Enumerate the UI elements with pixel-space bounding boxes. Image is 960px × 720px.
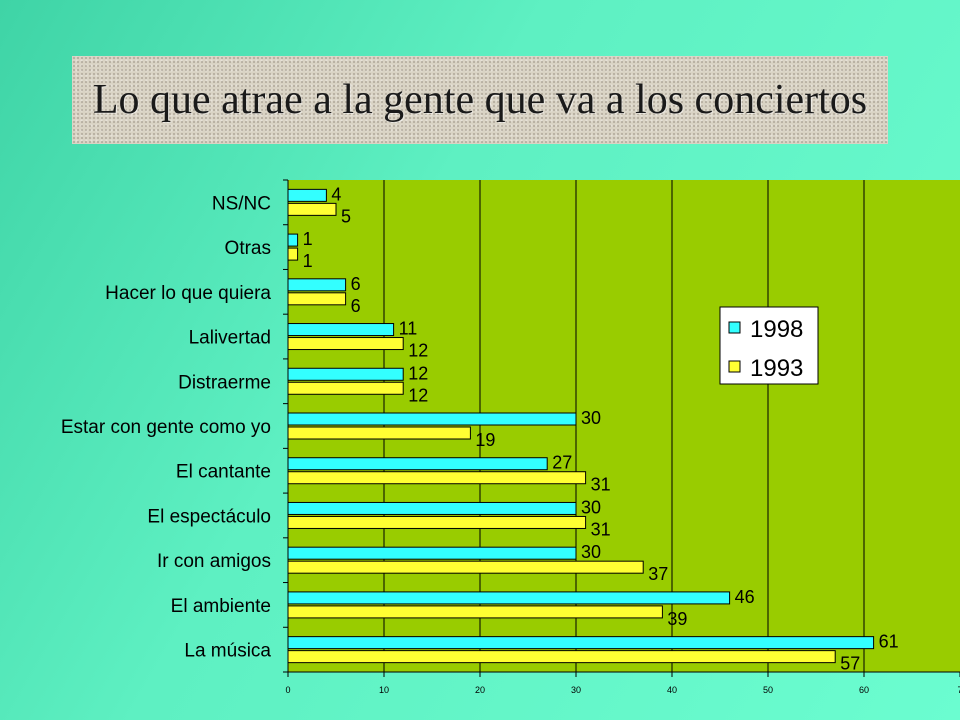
bar-1998	[287, 412, 577, 426]
data-label-1998: 11	[399, 319, 418, 339]
data-label-1993: 57	[840, 654, 860, 674]
bar-1993	[287, 202, 337, 216]
bar-1998	[287, 636, 875, 650]
bar-1998	[287, 323, 395, 337]
category-label: Estar con gente como yo	[61, 417, 271, 438]
bar-1993	[287, 381, 404, 395]
data-label-1998: 6	[351, 274, 361, 294]
data-label-1993: 31	[591, 475, 611, 495]
bar-1993	[287, 292, 347, 306]
data-label-1998: 46	[735, 587, 755, 607]
bar-1998	[287, 188, 327, 202]
x-tick-label: 40	[667, 685, 677, 695]
x-tick-label: 10	[379, 685, 389, 695]
data-label-1998: 4	[331, 184, 341, 204]
gridlines	[383, 180, 865, 672]
category-label: Lalivertad	[189, 328, 271, 349]
x-tick-label: 7	[957, 685, 960, 695]
legend-swatch-1998	[728, 321, 741, 334]
axis-ticks: 0 10 20 30 40 50 60 7	[283, 179, 960, 695]
category-label: Distraerme	[178, 372, 271, 393]
plot-area	[288, 180, 960, 672]
legend-label-1993: 1993	[750, 355, 803, 382]
x-tick-label: 30	[571, 685, 581, 695]
bar-1993	[287, 337, 404, 351]
data-label-1998: 27	[552, 453, 572, 473]
bar-1993	[287, 426, 471, 440]
data-label-1993: 12	[408, 341, 428, 361]
data-label-1998: 12	[408, 363, 428, 383]
title-box: Lo que atrae a la gente que va a los con…	[72, 56, 888, 144]
bar-1998	[287, 233, 299, 247]
data-label-1998: 61	[879, 632, 899, 652]
category-label: Ir con amigos	[157, 551, 271, 572]
bar-1993	[287, 247, 299, 261]
bar-1998	[287, 546, 577, 560]
data-label-1998: 1	[303, 229, 313, 249]
data-label-1998: 30	[581, 408, 601, 428]
data-label-1993: 39	[667, 609, 687, 629]
legend-swatch-1993	[728, 360, 741, 373]
bar-1998	[287, 278, 347, 292]
data-label-1993: 12	[408, 385, 428, 405]
data-label-1998: 30	[581, 497, 601, 517]
x-tick-label: 20	[475, 685, 485, 695]
bars-group: NS/NC 45 Otras 11 Hacer lo que quiera 66 Laliv…	[61, 184, 899, 673]
bar-1998	[287, 457, 548, 471]
bar-1993	[287, 471, 587, 485]
category-label: El cantante	[176, 462, 271, 483]
bar-1998	[287, 501, 577, 515]
category-label: Hacer lo que quiera	[105, 283, 271, 304]
legend: 1998 1993	[719, 306, 819, 385]
data-label-1993: 31	[591, 519, 611, 539]
x-tick-label: 0	[285, 685, 290, 695]
data-label-1993: 37	[648, 564, 668, 584]
data-label-1998: 30	[581, 542, 601, 562]
bar-1993	[287, 515, 587, 529]
bar-1993	[287, 605, 663, 619]
category-label: El ambiente	[171, 596, 271, 617]
data-label-1993: 1	[303, 251, 313, 271]
data-label-1993: 5	[341, 206, 351, 226]
category-label: NS/NC	[212, 193, 271, 214]
category-label: Otras	[225, 238, 271, 259]
data-label-1993: 19	[475, 430, 495, 450]
bar-1998	[287, 367, 404, 381]
chart-title: Lo que atrae a la gente que va a los con…	[92, 77, 868, 123]
legend-label-1998: 1998	[750, 316, 803, 343]
bar-1993	[287, 650, 836, 664]
x-tick-label: 60	[859, 685, 869, 695]
bar-1993	[287, 560, 644, 574]
category-label: La música	[184, 641, 271, 662]
category-label: El espectáculo	[147, 506, 271, 527]
bar-1998	[287, 591, 731, 605]
data-label-1993: 6	[351, 296, 361, 316]
x-tick-label: 50	[763, 685, 773, 695]
